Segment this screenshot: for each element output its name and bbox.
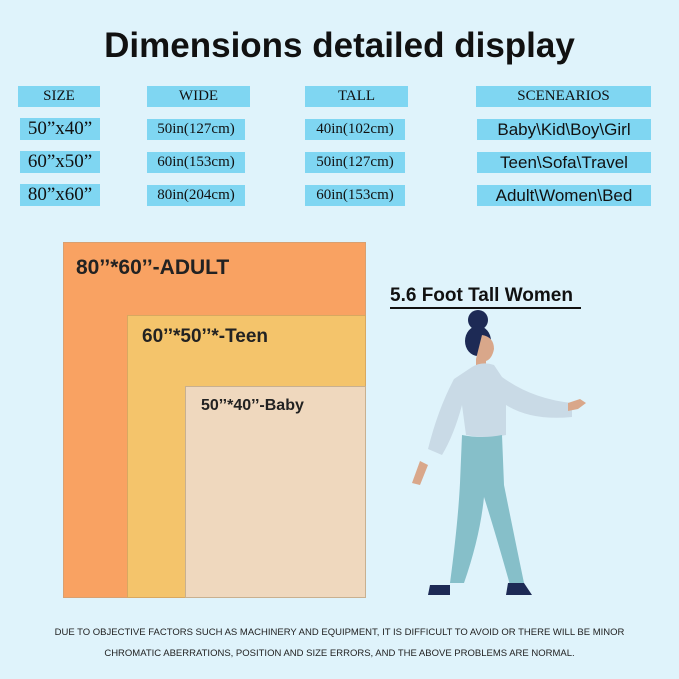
disclaimer-line-2: CHROMATIC ABERRATIONS, POSITION AND SIZE… <box>104 648 575 659</box>
row3-wide: 80in(204cm) <box>147 185 245 206</box>
header-scenarios: SCENEARIOS <box>476 86 651 107</box>
row2-wide: 60in(153cm) <box>147 152 245 173</box>
adult-blanket-label: 80’’*60’’-ADULT <box>76 256 230 279</box>
header-size: SIZE <box>18 86 100 107</box>
row1-size: 50”x40” <box>20 118 100 140</box>
row3-scenarios: Adult\Women\Bed <box>477 185 651 206</box>
row3-tall: 60in(153cm) <box>305 185 405 206</box>
header-wide: WIDE <box>147 86 250 107</box>
woman-figure-icon <box>412 310 586 595</box>
page-title: Dimensions detailed display <box>104 26 575 65</box>
disclaimer-line-1: DUE TO OBJECTIVE FACTORS SUCH AS MACHINE… <box>54 627 625 638</box>
baby-blanket-label: 50’’*40’’-Baby <box>201 397 304 414</box>
row2-size: 60”x50” <box>20 151 100 173</box>
row1-wide: 50in(127cm) <box>147 119 245 140</box>
baby-blanket-rect <box>185 386 366 598</box>
row1-tall: 40in(102cm) <box>305 119 405 140</box>
row2-scenarios: Teen\Sofa\Travel <box>477 152 651 173</box>
row1-scenarios: Baby\Kid\Boy\Girl <box>477 119 651 140</box>
figure-label: 5.6 Foot Tall Women <box>390 285 581 309</box>
row3-size: 80”x60” <box>20 184 100 206</box>
row2-tall: 50in(127cm) <box>305 152 405 173</box>
teen-blanket-label: 60’’*50’’*-Teen <box>142 326 269 347</box>
header-tall: TALL <box>305 86 408 107</box>
